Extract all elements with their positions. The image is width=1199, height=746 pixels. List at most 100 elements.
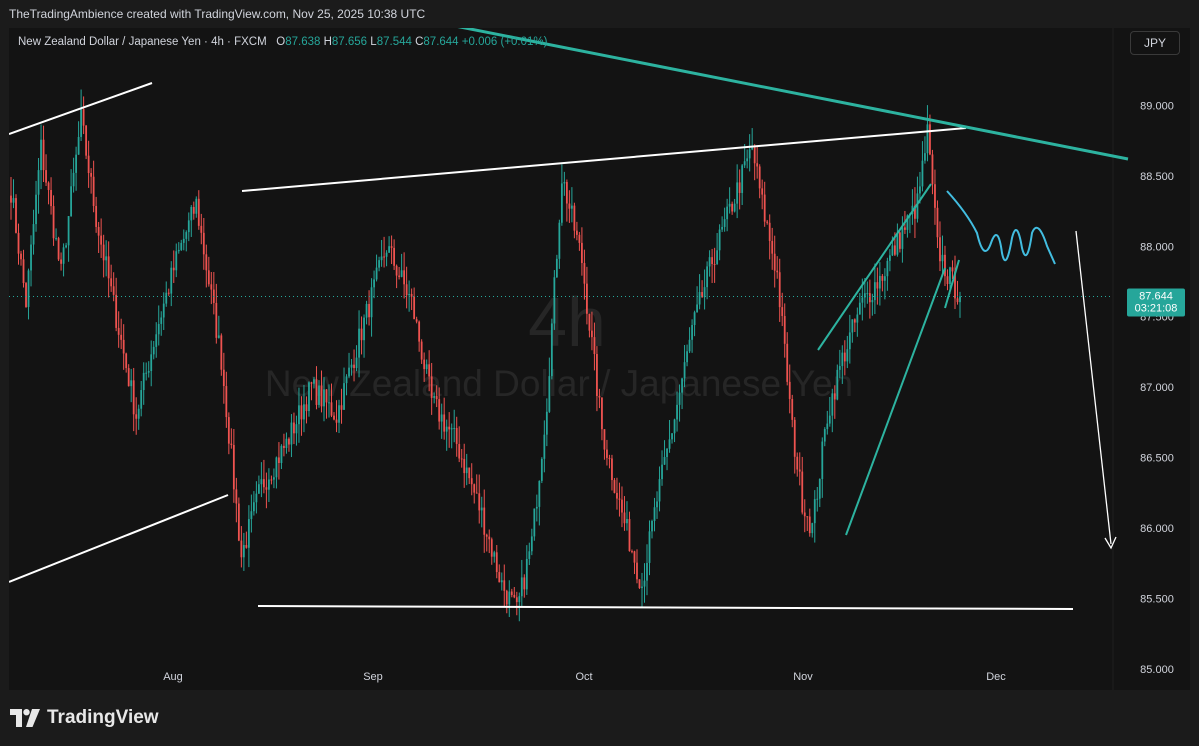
candle-body [468, 467, 471, 479]
candle-body [698, 292, 701, 305]
candle-body [721, 226, 724, 230]
candle-body [187, 220, 190, 233]
candle-body [703, 287, 706, 298]
candle-body [230, 443, 233, 446]
candle-body [460, 458, 463, 460]
candle-body [60, 259, 62, 264]
projection-arrow-line[interactable] [1075, 230, 1112, 545]
candle-body [618, 498, 621, 500]
channel-bottom-left-line[interactable] [9, 494, 229, 583]
candle-body [753, 146, 756, 164]
candle-body [716, 250, 719, 265]
candle-body [941, 254, 944, 262]
candle-body [470, 478, 473, 485]
candle-body [408, 293, 411, 296]
candle-body [643, 580, 646, 587]
candle-body [798, 469, 801, 472]
candle-body [288, 438, 290, 445]
candle-body [110, 278, 113, 287]
candle-body [578, 234, 581, 243]
time-axis[interactable]: Aug Sep Oct Nov Dec [163, 671, 1006, 683]
candle-body [691, 325, 693, 340]
candle-body [318, 385, 320, 405]
candle-body [873, 282, 876, 301]
candle-body [483, 507, 486, 535]
candle-body [65, 245, 67, 248]
candle-body [393, 247, 396, 266]
candle-body [581, 242, 583, 264]
candle-body [227, 417, 230, 444]
candle-body [475, 492, 478, 494]
candle-body [465, 467, 468, 474]
candle-body [628, 519, 631, 552]
candle-body [440, 414, 443, 422]
candle-body [70, 186, 72, 217]
candle-body [167, 292, 170, 294]
candle-body [10, 195, 12, 203]
chart-area[interactable]: 4h New Zealand Dollar / Japanese Yen 89.… [9, 28, 1190, 690]
rising-wedge-upper[interactable] [817, 183, 932, 351]
candle-body [473, 484, 476, 493]
candle-body [217, 335, 220, 338]
candle-body [35, 194, 37, 225]
high-value: 87.656 [331, 36, 368, 48]
candle-body [115, 294, 118, 328]
candle-body [72, 172, 75, 187]
candle-body [107, 256, 110, 279]
candle-body [37, 170, 40, 195]
high-label: H [323, 36, 332, 48]
candle-body [818, 478, 821, 499]
candle-body [335, 419, 338, 423]
candle-body [378, 260, 380, 268]
candle-body [891, 245, 894, 256]
candle-body [926, 124, 929, 154]
candle-body [633, 551, 636, 563]
candle-body [85, 125, 88, 156]
candle-body [495, 552, 498, 573]
rising-wedge-lower[interactable] [845, 267, 946, 536]
projection-zigzag[interactable] [946, 190, 1056, 265]
tradingview-logo[interactable]: TradingView [10, 706, 159, 730]
candle-body [185, 232, 188, 239]
y-tick-label: 85.500 [1140, 593, 1174, 605]
candle-body [283, 445, 285, 449]
candle-body [656, 501, 658, 508]
candle-body [87, 155, 90, 174]
candle-body [273, 477, 275, 480]
channel-top-left-line[interactable] [9, 82, 153, 135]
candle-body [646, 562, 648, 581]
candle-body [651, 520, 653, 532]
candle-body [563, 182, 566, 184]
candle-body [205, 254, 208, 271]
drawings[interactable] [9, 28, 1129, 610]
candle-body [916, 193, 919, 219]
candle-body [713, 264, 716, 266]
candle-body [443, 414, 446, 432]
candle-body [122, 339, 125, 354]
candle-body [77, 136, 80, 155]
candle-body [313, 379, 315, 384]
candle-body [215, 302, 218, 338]
candle-body [718, 229, 721, 251]
candle-body [616, 492, 618, 499]
candle-body [370, 287, 373, 318]
candle-body [583, 263, 586, 284]
candle-body [420, 341, 423, 360]
support-line[interactable] [257, 605, 1074, 610]
descending-trendline[interactable] [445, 28, 1129, 161]
resistance-line[interactable] [241, 127, 967, 192]
candle-body [418, 321, 421, 342]
candle-body [388, 246, 390, 253]
currency-button[interactable]: JPY [1130, 31, 1180, 55]
price-chart[interactable]: 4h New Zealand Dollar / Japanese Yen 89.… [9, 28, 1190, 690]
wedge-breakout-line[interactable] [944, 259, 960, 309]
candle-body [673, 419, 676, 434]
candle-body [653, 507, 656, 521]
symbol-legend: New Zealand Dollar / Japanese Yen · 4h ·… [18, 36, 547, 48]
candle-body [455, 427, 458, 444]
candle-body [75, 154, 78, 173]
candle-body [736, 182, 739, 204]
candle-body [150, 354, 153, 372]
candle-body [746, 158, 749, 162]
price-axis[interactable]: 89.00088.50088.00087.50087.00086.50086.0… [1140, 100, 1174, 675]
